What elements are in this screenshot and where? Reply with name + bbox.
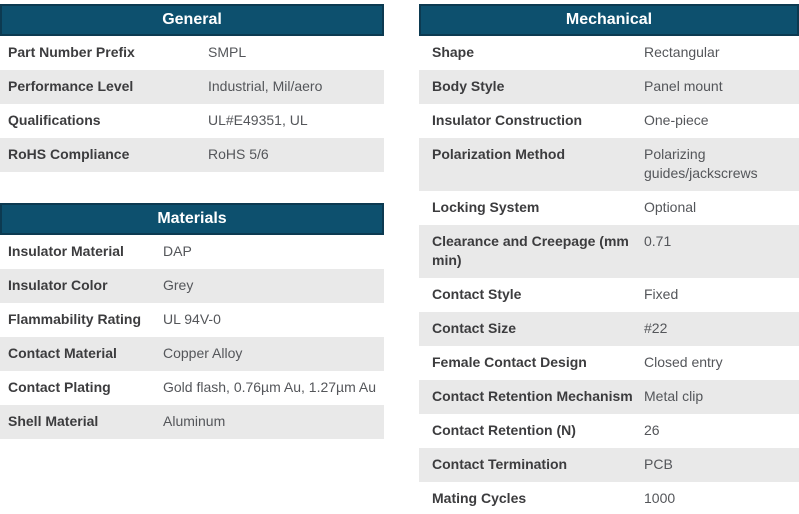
table-materials-header: Materials — [0, 203, 384, 235]
spec-row-value: #22 — [644, 320, 668, 336]
spec-row: Female Contact Design Closed entry — [419, 346, 799, 380]
spec-row: Contact Retention (N) 26 — [419, 414, 799, 448]
table-materials: Materials Insulator Material DAP Insulator… — [0, 203, 384, 439]
spec-row-value: PCB — [644, 456, 673, 472]
spec-row-label: Insulator Material — [8, 243, 124, 259]
spec-row: Contact Material Copper Alloy — [0, 337, 384, 371]
spec-row-value: Aluminum — [163, 413, 226, 429]
spec-row-value: Copper Alloy — [163, 345, 243, 361]
spec-row-value: DAP — [163, 243, 192, 259]
spec-row-label: Contact Size — [432, 320, 517, 336]
spec-row-label: Contact Material — [8, 345, 117, 361]
table-general: General Part Number Prefix SMPL Performanc… — [0, 4, 384, 172]
spec-row-label: Contact Retention Mechanism — [432, 388, 633, 404]
spec-row-value: 26 — [644, 422, 660, 438]
table-mechanical-rows: Shape Rectangular Body Style Panel mount Ins… — [419, 36, 799, 514]
spec-row-value: 1000 — [644, 490, 676, 506]
spec-row-value: Fixed — [644, 286, 679, 302]
spec-row: Insulator Color Grey — [0, 269, 384, 303]
spec-row-value: SMPL — [208, 44, 247, 60]
spec-row: Flammability Rating UL 94V-0 — [0, 303, 384, 337]
spec-row-label: Polarization Method — [432, 146, 565, 162]
spec-row: Body Style Panel mount — [419, 70, 799, 104]
table-general-header: General — [0, 4, 384, 36]
left-column: General Part Number Prefix SMPL Performanc… — [0, 4, 384, 514]
spec-row: Contact Plating Gold flash, 0.76µm Au, 1.… — [0, 371, 384, 405]
spec-row: Performance Level Industrial, Mil/aero — [0, 70, 384, 104]
spec-row: Mating Cycles 1000 — [419, 482, 799, 514]
spec-row-label: Clearance and Creepage (mm min) — [432, 233, 629, 268]
table-mechanical: Mechanical Shape Rectangular Body Style Pan… — [419, 4, 799, 514]
table-mechanical-header: Mechanical — [419, 4, 799, 36]
spec-row-label: Mating Cycles — [432, 490, 527, 506]
spec-row-value: Grey — [163, 277, 194, 293]
spec-row-label: Contact Termination — [432, 456, 568, 472]
table-general-rows: Part Number Prefix SMPL Performance Level I… — [0, 36, 384, 172]
spec-row-label: Performance Level — [8, 78, 134, 94]
spec-row-value: RoHS 5/6 — [208, 146, 269, 162]
spec-row: Polarization Method Polarizing guides/jac… — [419, 138, 799, 191]
spec-row: RoHS Compliance RoHS 5/6 — [0, 138, 384, 172]
spec-row-label: Female Contact Design — [432, 354, 587, 370]
spec-row-value: Rectangular — [644, 44, 720, 60]
spec-row: Insulator Material DAP — [0, 235, 384, 269]
spec-row-label: Shell Material — [8, 413, 99, 429]
spec-row-value: UL 94V-0 — [163, 311, 221, 327]
right-column: Mechanical Shape Rectangular Body Style Pan… — [419, 4, 799, 514]
spec-row: Clearance and Creepage (mm min) 0.71 — [419, 225, 799, 278]
table-materials-rows: Insulator Material DAP Insulator Color Grey… — [0, 235, 384, 439]
spec-row-label: Qualifications — [8, 112, 101, 128]
spec-row-label: Contact Plating — [8, 379, 111, 395]
spec-row-value: Gold flash, 0.76µm Au, 1.27µm Au — [163, 379, 377, 395]
spec-row: Shell Material Aluminum — [0, 405, 384, 439]
spec-row-value: One-piece — [644, 112, 709, 128]
spec-row-label: Part Number Prefix — [8, 44, 135, 60]
spec-row: Shape Rectangular — [419, 36, 799, 70]
spec-row-label: Flammability Rating — [8, 311, 142, 327]
table-general-title: General — [162, 11, 222, 28]
spec-row: Contact Style Fixed — [419, 278, 799, 312]
spec-row: Contact Termination PCB — [419, 448, 799, 482]
table-materials-title: Materials — [157, 210, 227, 227]
spec-row-value: Industrial, Mil/aero — [208, 78, 323, 94]
spec-row: Insulator Construction One-piece — [419, 104, 799, 138]
spec-row-label: Contact Retention (N) — [432, 422, 576, 438]
spec-row-value: Polarizing guides/jackscrews — [644, 146, 758, 181]
spec-row-label: Insulator Construction — [432, 112, 583, 128]
spec-row-label: Shape — [432, 44, 475, 60]
table-mechanical-title: Mechanical — [565, 11, 653, 28]
spec-row: Qualifications UL#E49351, UL — [0, 104, 384, 138]
spec-row-label: Body Style — [432, 78, 505, 94]
spec-row-value: Closed entry — [644, 354, 723, 370]
spec-row-label: Contact Style — [432, 286, 522, 302]
spec-row-value: 0.71 — [644, 233, 672, 249]
spec-row-value: UL#E49351, UL — [208, 112, 308, 128]
spec-row: Locking System Optional — [419, 191, 799, 225]
spec-row: Part Number Prefix SMPL — [0, 36, 384, 70]
spec-row-value: Optional — [644, 199, 697, 215]
spec-row-value: Panel mount — [644, 78, 723, 94]
spec-row-label: Locking System — [432, 199, 540, 215]
spec-row-value: Metal clip — [644, 388, 704, 404]
spec-row: Contact Retention Mechanism Metal clip — [419, 380, 799, 414]
spec-row-label: RoHS Compliance — [8, 146, 130, 162]
spec-row: Contact Size #22 — [419, 312, 799, 346]
spec-row-label: Insulator Color — [8, 277, 108, 293]
